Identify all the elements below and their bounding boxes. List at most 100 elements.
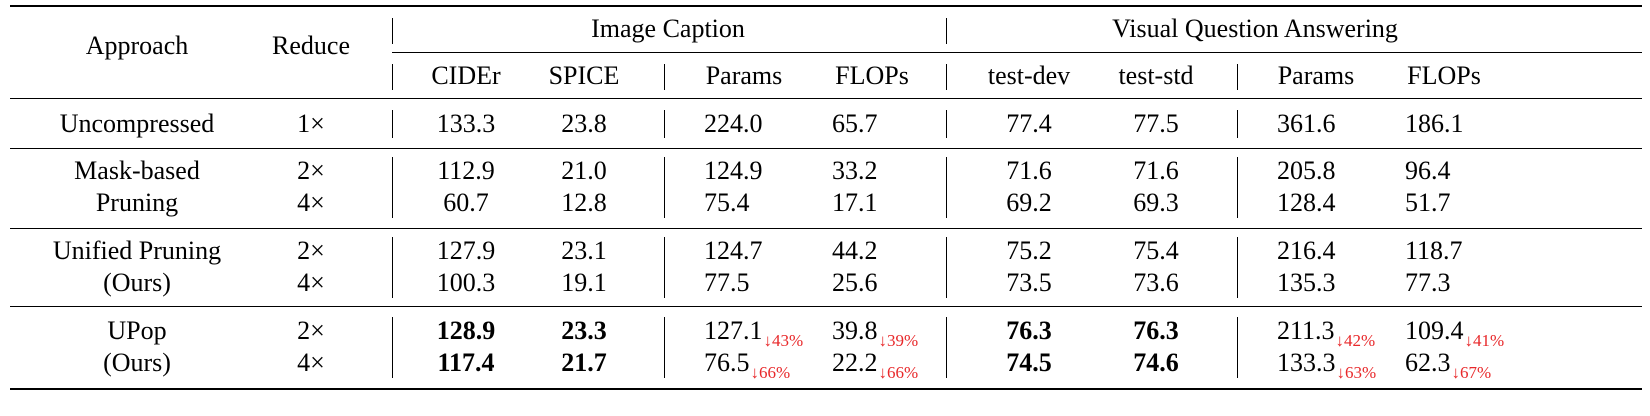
column-separator	[1237, 317, 1238, 378]
test-dev-cell: 77.4	[1006, 109, 1052, 138]
vqa-flops-value: 62.3	[1405, 348, 1451, 377]
test-dev-cell-best: 76.3	[1006, 316, 1052, 345]
spice-cell: 12.8	[561, 188, 607, 217]
test-dev-cell: 71.6	[1006, 156, 1052, 185]
row-separator	[10, 228, 1642, 229]
cider-cell: 127.9	[436, 236, 496, 265]
reduce-cell: 4×	[297, 188, 325, 217]
column-separator	[1237, 157, 1238, 218]
vqa-params-cell: 205.8	[1277, 156, 1336, 185]
column-separator	[664, 110, 665, 138]
header-vqa-params: Params	[1277, 61, 1355, 90]
cider-cell-best: 128.9	[436, 316, 496, 345]
test-std-cell-best: 74.6	[1133, 348, 1179, 377]
column-separator	[392, 64, 393, 90]
vqa-flops-cell: 77.3	[1405, 268, 1451, 297]
ic-params-cell: 77.5	[704, 268, 750, 297]
cider-cell: 133.3	[436, 109, 496, 138]
approach-mask-based: Mask-based	[74, 156, 200, 185]
reduce-cell: 2×	[297, 156, 325, 185]
header-ic-params: Params	[705, 61, 783, 90]
header-approach: Approach	[85, 31, 189, 60]
reduction-percent: ↓39%	[878, 331, 919, 350]
header-spice: SPICE	[548, 61, 620, 90]
header-cider: CIDEr	[431, 61, 501, 90]
ic-flops-cell: 22.2↓66%	[832, 348, 918, 382]
test-std-cell: 73.6	[1133, 268, 1179, 297]
vqa-flops-cell: 96.4	[1405, 156, 1451, 185]
test-dev-cell: 75.2	[1006, 236, 1052, 265]
column-separator	[392, 317, 393, 378]
vqa-flops-cell: 109.4↓41%	[1405, 316, 1504, 350]
reduction-percent: ↓66%	[750, 363, 791, 382]
spice-cell-best: 23.3	[561, 316, 607, 345]
ic-params-cell: 127.1↓43%	[704, 316, 803, 350]
column-separator	[946, 18, 947, 44]
spice-cell: 21.0	[561, 156, 607, 185]
header-reduce: Reduce	[272, 31, 350, 60]
vqa-params-value: 133.3	[1277, 348, 1336, 377]
reduction-percent: ↓66%	[878, 363, 919, 382]
column-separator	[664, 317, 665, 378]
column-separator	[664, 157, 665, 218]
column-separator	[392, 18, 393, 44]
ic-params-cell: 75.4	[704, 188, 750, 217]
ic-params-value: 127.1	[704, 316, 763, 345]
column-separator	[946, 237, 947, 298]
reduction-percent: ↓67%	[1451, 363, 1492, 382]
column-separator	[946, 157, 947, 218]
ic-params-cell: 76.5↓66%	[704, 348, 790, 382]
vqa-params-cell: 135.3	[1277, 268, 1336, 297]
ic-flops-value: 22.2	[832, 348, 878, 377]
reduce-cell: 4×	[297, 348, 325, 377]
spice-cell: 23.1	[561, 236, 607, 265]
column-separator	[664, 64, 665, 90]
column-separator	[946, 110, 947, 138]
group-header-rule	[392, 52, 1642, 53]
reduce-cell: 1×	[297, 109, 325, 138]
vqa-params-cell: 216.4	[1277, 236, 1336, 265]
ic-flops-cell: 25.6	[832, 268, 878, 297]
test-dev-cell-best: 74.5	[1006, 348, 1052, 377]
reduce-cell: 4×	[297, 268, 325, 297]
approach-unified-pruning-line2: (Ours)	[103, 268, 171, 297]
test-std-cell: 71.6	[1133, 156, 1179, 185]
ic-flops-cell: 39.8↓39%	[832, 316, 918, 350]
header-vqa-flops: FLOPs	[1407, 61, 1481, 90]
cider-cell-best: 117.4	[437, 348, 495, 377]
ic-flops-cell: 44.2	[832, 236, 878, 265]
column-separator	[664, 237, 665, 298]
header-bottom-rule	[10, 98, 1642, 99]
reduction-percent: ↓43%	[763, 331, 804, 350]
approach-upop: UPop	[107, 316, 167, 345]
approach-mask-based-line2: Pruning	[95, 188, 179, 217]
spice-cell: 23.8	[561, 109, 607, 138]
vqa-flops-cell: 118.7	[1405, 236, 1463, 265]
row-separator	[10, 306, 1642, 307]
ic-flops-value: 39.8	[832, 316, 878, 345]
column-separator	[392, 237, 393, 298]
test-dev-cell: 73.5	[1006, 268, 1052, 297]
column-separator	[392, 157, 393, 218]
test-dev-cell: 69.2	[1006, 188, 1052, 217]
test-std-cell: 77.5	[1133, 109, 1179, 138]
cider-cell: 112.9	[437, 156, 495, 185]
header-test-std: test-std	[1118, 61, 1194, 90]
ic-flops-cell: 65.7	[832, 109, 878, 138]
spice-cell: 19.1	[561, 268, 607, 297]
column-separator	[1237, 237, 1238, 298]
column-separator	[1237, 110, 1238, 138]
reduction-percent: ↓42%	[1335, 331, 1376, 350]
ic-flops-cell: 33.2	[832, 156, 878, 185]
column-separator	[946, 317, 947, 378]
cider-cell: 60.7	[443, 188, 489, 217]
test-std-cell: 75.4	[1133, 236, 1179, 265]
column-separator	[1237, 64, 1238, 90]
vqa-flops-cell: 186.1	[1405, 109, 1464, 138]
approach-upop-line2: (Ours)	[103, 348, 171, 377]
test-std-cell: 69.3	[1133, 188, 1179, 217]
ic-params-cell: 124.7	[704, 236, 763, 265]
header-vqa: Visual Question Answering	[1112, 14, 1398, 43]
vqa-params-value: 211.3	[1277, 316, 1335, 345]
